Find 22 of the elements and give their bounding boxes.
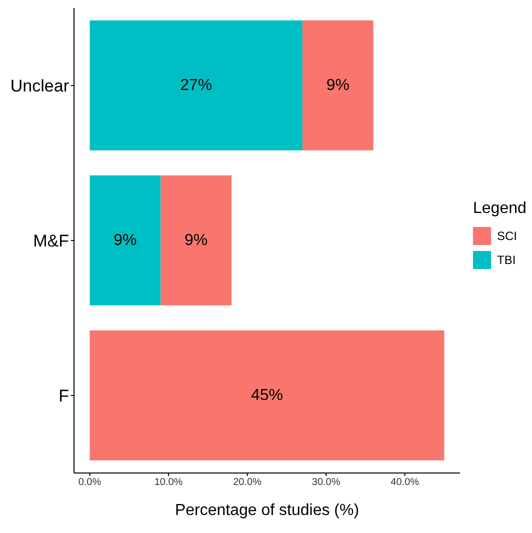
bar <box>90 330 444 460</box>
data-label: 45% <box>250 386 284 404</box>
bar <box>90 175 161 306</box>
bar <box>302 20 374 150</box>
legend-title: Legend <box>473 200 526 218</box>
data-label: 9% <box>114 232 137 249</box>
bar <box>160 175 232 306</box>
y-tick-label: F <box>58 386 69 406</box>
x-tick-label: 30.0% <box>312 477 340 488</box>
legend-label: TBI <box>497 253 516 267</box>
x-tick-label: 0.0% <box>78 477 102 488</box>
x-tick-label: 20.0% <box>233 477 262 488</box>
legend-label: SCI <box>497 229 518 243</box>
y-tick-label: M&F <box>33 232 69 251</box>
x-axis-title: Percentage of studies (%) <box>174 502 360 519</box>
data-label: 9% <box>184 232 208 249</box>
y-tick-label: Unclear <box>10 76 70 96</box>
x-tick-label: 40.0% <box>390 477 420 488</box>
data-label: 9% <box>326 76 350 94</box>
x-tick-label: 10.0% <box>154 477 183 488</box>
data-label: 27% <box>180 76 212 94</box>
bar <box>90 20 302 150</box>
